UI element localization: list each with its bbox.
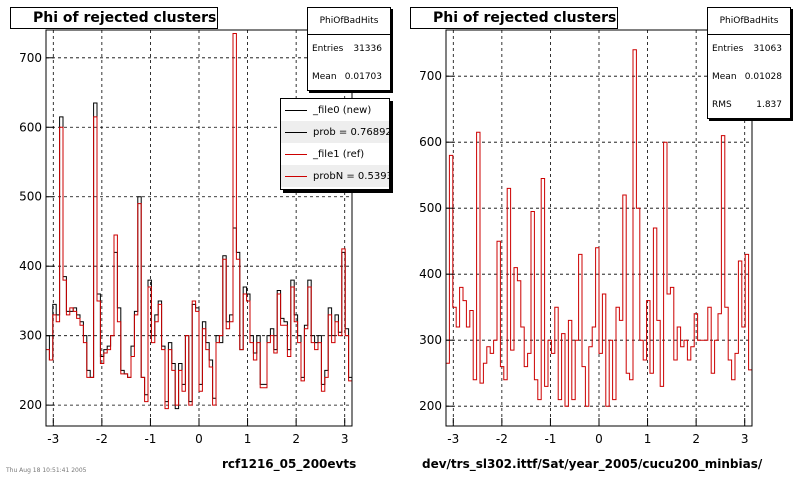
- right-y-tick-label: 700: [419, 69, 442, 83]
- legend-label-prob: prob = 0.768929: [313, 126, 390, 138]
- left-stats-entries-row: Entries 31336: [308, 35, 390, 63]
- legend-entry-file1: _file1 (ref): [281, 143, 389, 165]
- legend-label-file1: _file1 (ref): [313, 148, 365, 160]
- legend-entry-probn: probN = 0.539337: [281, 165, 389, 187]
- left-y-tick-label: 600: [19, 120, 42, 134]
- left-legend: _file0 (new) prob = 0.768929 _file1 (ref…: [280, 98, 390, 190]
- legend-swatch-new: [285, 109, 307, 111]
- legend-entry-prob: prob = 0.768929: [281, 121, 389, 143]
- right-y-tick-label: 200: [419, 399, 442, 413]
- left-x-tick-label: -1: [144, 432, 156, 446]
- left-footer-label: rcf1216_05_200evts: [222, 457, 357, 471]
- left-y-tick-label: 700: [19, 51, 42, 65]
- left-entries-value: 31336: [353, 44, 382, 54]
- left-x-tick-label: -3: [47, 432, 59, 446]
- right-y-tick-label: 500: [419, 201, 442, 215]
- right-stats-rms-row: RMS 1.837: [708, 91, 790, 119]
- legend-label-probn: probN = 0.539337: [313, 170, 389, 182]
- right-x-tick-label: 1: [644, 432, 652, 446]
- right-rms-value: 1.837: [756, 100, 782, 110]
- left-y-tick-label: 200: [19, 398, 42, 412]
- right-y-tick-label: 600: [419, 135, 442, 149]
- right-x-tick-label: 3: [741, 432, 749, 446]
- right-rms-label: RMS: [712, 100, 732, 110]
- left-series-file1-ref: [46, 32, 352, 410]
- left-y-tick-label: 300: [19, 329, 42, 343]
- left-footer-timestamp: Thu Aug 18 10:51:41 2005: [6, 467, 87, 474]
- right-mean-label: Mean: [712, 72, 737, 82]
- right-stats-mean-row: Mean 0.01028: [708, 63, 790, 91]
- right-y-tick-label: 300: [419, 333, 442, 347]
- left-mean-value: 0.01703: [344, 72, 382, 82]
- right-entries-label: Entries: [712, 44, 744, 54]
- right-x-tick-label: -3: [447, 432, 459, 446]
- right-x-tick-label: -1: [544, 432, 556, 446]
- right-series-hist0: [446, 49, 752, 407]
- left-entries-label: Entries: [312, 44, 344, 54]
- left-y-tick-label: 500: [19, 190, 42, 204]
- right-y-tick-label: 400: [419, 267, 442, 281]
- left-mean-label: Mean: [312, 72, 337, 82]
- right-mean-value: 0.01028: [744, 72, 782, 82]
- legend-swatch-prob: [285, 131, 307, 133]
- left-stats-name: PhiOfBadHits: [308, 8, 390, 35]
- left-y-tick-label: 400: [19, 259, 42, 273]
- right-x-tick-label: -2: [496, 432, 508, 446]
- right-x-tick-label: 0: [595, 432, 603, 446]
- left-stats-box: PhiOfBadHits Entries 31336 Mean 0.01703: [307, 7, 391, 91]
- left-chart-title: Phi of rejected clusters: [10, 7, 218, 29]
- right-chart-title: Phi of rejected clusters: [410, 7, 618, 29]
- left-x-tick-label: 2: [292, 432, 300, 446]
- left-stats-mean-row: Mean 0.01703: [308, 63, 390, 91]
- left-x-tick-label: 0: [195, 432, 203, 446]
- right-footer-label: dev/trs_sl302.ittf/Sat/year_2005/cucu200…: [422, 457, 763, 471]
- right-x-tick-label: 2: [692, 432, 700, 446]
- right-stats-entries-row: Entries 31063: [708, 35, 790, 63]
- legend-swatch-probn: [285, 175, 307, 177]
- legend-entry-file0: _file0 (new): [281, 99, 389, 121]
- legend-swatch-ref: [285, 153, 307, 155]
- left-x-tick-label: 1: [244, 432, 252, 446]
- right-stats-name: PhiOfBadHits: [708, 8, 790, 35]
- right-stats-box: PhiOfBadHits Entries 31063 Mean 0.01028 …: [707, 7, 791, 119]
- legend-label-file0: _file0 (new): [313, 104, 372, 116]
- right-entries-value: 31063: [753, 44, 782, 54]
- left-x-tick-label: 3: [341, 432, 349, 446]
- left-x-tick-label: -2: [96, 432, 108, 446]
